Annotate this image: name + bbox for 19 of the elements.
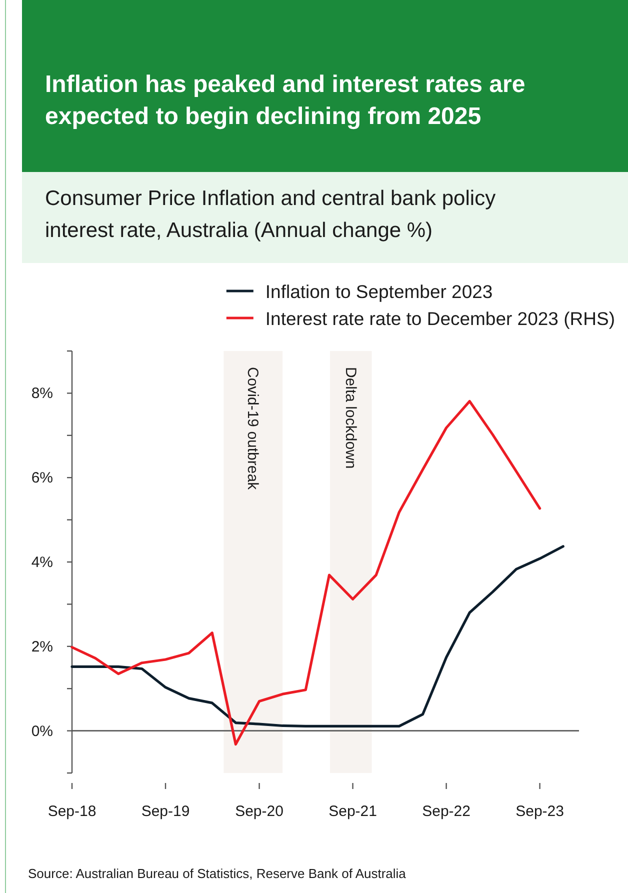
chart-title: Inflation has peaked and interest rates are expected to begin declining from 2025 [45,71,526,130]
y-tick-label: 0% [31,722,53,740]
chart-subtitle: Consumer Price Inflation and central bank policy interest rate, Australia (Annual change %) [45,187,496,242]
x-tick-label: Sep-18 [48,802,96,820]
x-tick-label: Sep-19 [141,802,190,820]
x-tick-label: Sep-20 [235,802,284,820]
x-tick-label: Sep-22 [422,802,470,820]
y-tick-label: 8% [31,384,53,402]
y-tick-label: 2% [31,638,53,655]
line-series [70,545,564,728]
x-tick-label: Sep-21 [328,802,377,820]
band-label: Delta lockdown [342,367,360,469]
band-label: Covid-19 outbreak [244,367,262,490]
y-tick-label: 4% [31,554,53,570]
x-tick-label: Sep-23 [516,802,564,820]
legend-label: Interest rate rate to December 2023 (RHS) [265,308,616,328]
source-note: Source: Australian Bureau of Statistics, Reserve Bank of Australia [28,866,407,880]
legend-label: Inflation to September 2023 [265,280,493,302]
y-tick-label: 6% [31,469,53,486]
